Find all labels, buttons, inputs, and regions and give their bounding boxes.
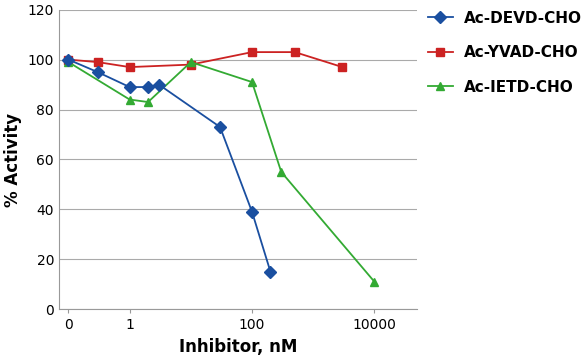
Ac-YVAD-CHO [248,50,255,54]
Y-axis label: % Activity: % Activity [4,112,22,207]
Legend: Ac-DEVD-CHO, Ac-YVAD-CHO, Ac-IETD-CHO: Ac-DEVD-CHO, Ac-YVAD-CHO, Ac-IETD-CHO [428,10,582,95]
Ac-IETD-CHO [248,80,255,84]
Ac-YVAD-CHO [339,65,346,69]
Ac-DEVD-CHO [217,125,224,129]
Ac-DEVD-CHO [126,85,133,89]
Ac-DEVD-CHO [267,270,274,274]
Ac-DEVD-CHO [144,85,151,89]
Ac-DEVD-CHO [65,58,72,62]
Line: Ac-IETD-CHO: Ac-IETD-CHO [64,58,379,286]
Ac-DEVD-CHO [156,82,163,87]
Ac-DEVD-CHO [94,70,101,74]
Line: Ac-YVAD-CHO: Ac-YVAD-CHO [64,48,346,71]
Ac-YVAD-CHO [291,50,298,54]
Ac-IETD-CHO [65,60,72,64]
Ac-YVAD-CHO [65,58,72,62]
Ac-IETD-CHO [144,100,151,104]
Ac-IETD-CHO [126,98,133,102]
Ac-YVAD-CHO [187,62,194,67]
X-axis label: Inhibitor, nM: Inhibitor, nM [179,338,297,356]
Ac-IETD-CHO [278,170,285,174]
Ac-YVAD-CHO [94,60,101,64]
Ac-IETD-CHO [187,60,194,64]
Ac-YVAD-CHO [126,65,133,69]
Ac-IETD-CHO [371,280,378,284]
Line: Ac-DEVD-CHO: Ac-DEVD-CHO [64,55,275,276]
Ac-DEVD-CHO [248,210,255,214]
